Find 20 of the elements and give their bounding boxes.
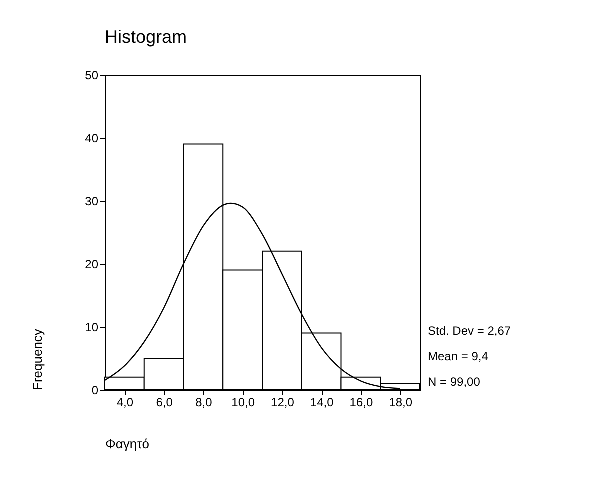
x-tick-label: 6,0 — [156, 396, 174, 410]
x-tick-label: 12,0 — [271, 396, 295, 410]
x-tick-label: 14,0 — [310, 396, 334, 410]
y-tick-label: 40 — [85, 132, 99, 146]
y-axis-title: Frequency — [30, 328, 46, 390]
x-tick-label: 10,0 — [232, 396, 256, 410]
y-tick-label: 0 — [92, 384, 99, 398]
x-tick-label: 8,0 — [196, 396, 213, 410]
y-tick-label: 20 — [85, 258, 99, 272]
text: Mean = 9,4 — [428, 350, 489, 364]
text: N = 99,00 — [428, 375, 481, 389]
x-tick-label: 4,0 — [116, 396, 134, 410]
x-tick-label: 16,0 — [350, 396, 374, 410]
x-tick-label: 18,0 — [389, 396, 413, 410]
text: Std. Dev = 2,67 — [428, 324, 512, 338]
y-tick-label: 10 — [85, 320, 99, 334]
chart-title: Histogram — [105, 27, 188, 47]
x-axis-title: Φαγητό — [106, 436, 150, 452]
y-tick-label: 30 — [85, 194, 99, 208]
y-tick-label: 50 — [85, 68, 99, 82]
